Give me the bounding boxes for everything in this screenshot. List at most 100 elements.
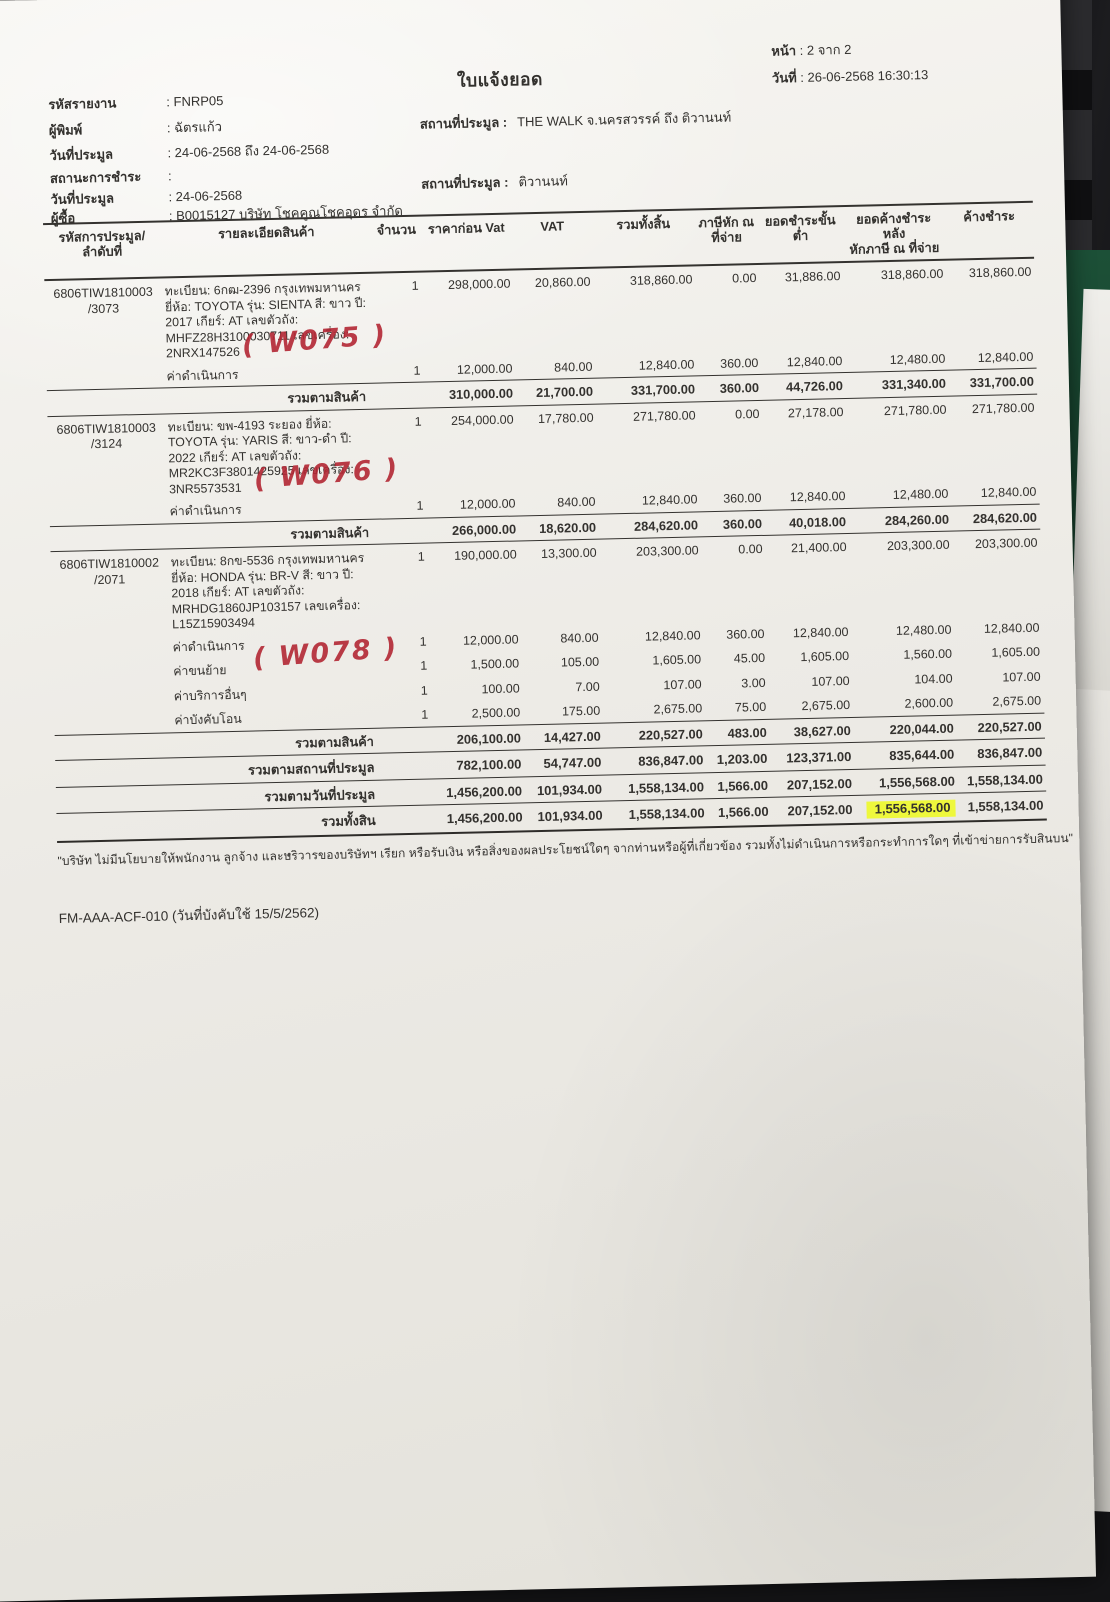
col-header-balance-after-tax: ยอดค้างชำระหลัง หักภาษี ณ ที่จ่าย (849, 210, 940, 257)
after-summary: 835,644.00 (889, 746, 955, 764)
outstanding-value: 12,840.00 (977, 349, 1034, 365)
outstanding-value: 2,675.00 (992, 693, 1042, 709)
field-value: : ฉัตรแก้ว (166, 119, 223, 136)
col-header-auction-code: รหัสการประมูล/ลำดับที่ (58, 227, 146, 260)
price-value: 190,000.00 (453, 547, 517, 563)
print-date-value: : 26-06-2568 16:30:13 (800, 67, 929, 85)
qty-value: 1 (413, 363, 421, 378)
yellow-highlight: 1,556,568.00 (866, 799, 956, 819)
page-label: หน้า (771, 43, 797, 59)
vat-value: 7.00 (575, 679, 600, 694)
total-summary: 1,558,134.00 (627, 778, 705, 796)
subtotal-label: รวมตามสินค้า (290, 524, 370, 542)
auction-code: 6806TIW1810003/3073 (53, 284, 153, 316)
print-date-label: วันที่ (771, 70, 797, 86)
fee-label: ค่าดำเนินการ (166, 367, 239, 383)
outstanding-summary: 836,847.00 (977, 744, 1043, 762)
outstanding-subtotal: 220,527.00 (977, 718, 1042, 735)
document-header: ใบแจ้งยอด หน้า : 2 จาก 2 วันที่ : 26-06-… (39, 26, 1033, 226)
total-value: 12,840.00 (644, 627, 701, 644)
total-value: 12,840.00 (641, 492, 698, 508)
after-subtotal: 331,340.00 (881, 375, 947, 393)
field-label: วันที่ประมูล (49, 146, 114, 164)
wht-value: 3.00 (741, 675, 766, 690)
wht-summary: 1,203.00 (716, 750, 768, 768)
min-summary: 123,371.00 (786, 748, 852, 766)
field-auction-venue-2: สถานที่ประมูล : ติวานนท์ (421, 170, 568, 194)
min-payment-value: 31,886.00 (784, 269, 841, 285)
field-payment-status: สถานะการชำระ: (50, 165, 172, 189)
min-summary: 207,152.00 (787, 801, 853, 819)
outstanding-value: 107.00 (1002, 669, 1041, 685)
min-payment-value: 12,840.00 (786, 353, 843, 369)
vat-subtotal: 21,700.00 (535, 383, 594, 401)
total-value: 2,675.00 (653, 701, 703, 717)
field-value: : FNRP05 (166, 93, 224, 110)
after-tax-value: 2,600.00 (904, 695, 954, 711)
wht-value: 360.00 (723, 490, 762, 506)
outstanding-value: 1,605.00 (991, 644, 1041, 660)
price-value: 12,000.00 (456, 361, 513, 377)
after-subtotal: 284,260.00 (884, 511, 950, 528)
qty-value: 1 (420, 683, 428, 698)
price-subtotal: 310,000.00 (448, 385, 514, 403)
vat-value: 175.00 (561, 703, 601, 719)
fee-label: ค่าบังคับโอน (174, 711, 242, 728)
total-value: 12,840.00 (638, 356, 695, 373)
auction-item-group-3: 6806TIW1810002/2071 ทะเบียน: 8กข-5536 กร… (51, 530, 1045, 762)
total-summary: 836,847.00 (638, 752, 704, 769)
vat-value: 840.00 (560, 630, 599, 646)
auction-item-group-2: 6806TIW1810003/3124 ทะเบียน: ขพ-4193 ระย… (47, 394, 1041, 553)
vat-value: 840.00 (557, 494, 596, 510)
vat-value: 13,300.00 (540, 545, 597, 561)
wht-summary: 1,566.00 (717, 777, 769, 794)
col-header-qty: จำนวน (376, 221, 417, 238)
field-label: สถานะการชำระ (49, 168, 142, 187)
price-value: 12,000.00 (459, 496, 516, 512)
outstanding-summary: 1,558,134.00 (966, 771, 1044, 788)
auction-item-group-1: 6806TIW1810003/3073 ทะเบียน: 6กฒ-2396 กร… (44, 259, 1038, 417)
outstanding-value: 12,840.00 (980, 484, 1037, 500)
summary-label: รวมทั้งสิน (320, 812, 376, 830)
field-auction-date-range: วันที่ประมูล: 24-06-2568 ถึง 24-06-2568 (49, 139, 329, 166)
field-label: ผู้พิมพ์ (48, 122, 83, 139)
total-subtotal: 220,527.00 (638, 725, 703, 743)
summary-label: รวมตามวันที่ประมูล (264, 786, 376, 804)
after-subtotal: 220,044.00 (889, 720, 954, 737)
vat-value: 105.00 (560, 654, 600, 670)
min-payment-value: 12,840.00 (792, 624, 849, 640)
after-summary-highlighted: 1,556,568.00 (855, 798, 958, 820)
price-subtotal: 206,100.00 (456, 729, 522, 747)
wht-value: 0.00 (738, 541, 763, 557)
vat-value: 840.00 (554, 359, 593, 375)
qty-value: 1 (421, 707, 429, 722)
min-payment-value: 2,675.00 (801, 697, 851, 714)
field-printed-by: ผู้พิมพ์ : ฉัตรแก้ว (49, 116, 222, 141)
wht-subtotal: 483.00 (727, 724, 767, 741)
total-value: 318,860.00 (629, 272, 693, 288)
min-subtotal: 40,018.00 (788, 513, 847, 530)
price-subtotal: 266,000.00 (451, 521, 517, 538)
total-value: 1,605.00 (652, 652, 702, 668)
after-tax-value: 12,480.00 (895, 622, 952, 638)
min-subtotal: 44,726.00 (785, 378, 844, 395)
outstanding-value: 271,780.00 (971, 400, 1035, 416)
total-summary: 1,558,134.00 (628, 805, 705, 823)
vat-summary: 101,934.00 (536, 781, 603, 798)
price-value: 100.00 (481, 680, 520, 696)
col-header-price-before-vat: ราคาก่อน Vat (427, 219, 505, 237)
col-header-withholding-tax: ภาษีหัก ณที่จ่าย (698, 214, 755, 246)
after-summary: 1,556,568.00 (878, 773, 956, 790)
qty-value: 1 (411, 278, 419, 293)
total-subtotal: 331,700.00 (630, 381, 696, 398)
fee-label: ค่าบริการอื่นๆ (173, 687, 247, 703)
min-payment-value: 12,840.00 (789, 489, 846, 505)
field-value: : (167, 168, 172, 184)
col-header-min-payment: ยอดชำระขั้นต่ำ (764, 212, 836, 244)
after-tax-value: 12,480.00 (892, 486, 949, 502)
subtotal-label: รวมตามสินค้า (294, 733, 375, 751)
outstanding-value: 203,300.00 (974, 535, 1038, 552)
min-payment-value: 107.00 (811, 673, 850, 689)
outstanding-summary: 1,558,134.00 (967, 797, 1044, 815)
vat-value: 20,860.00 (534, 274, 591, 291)
